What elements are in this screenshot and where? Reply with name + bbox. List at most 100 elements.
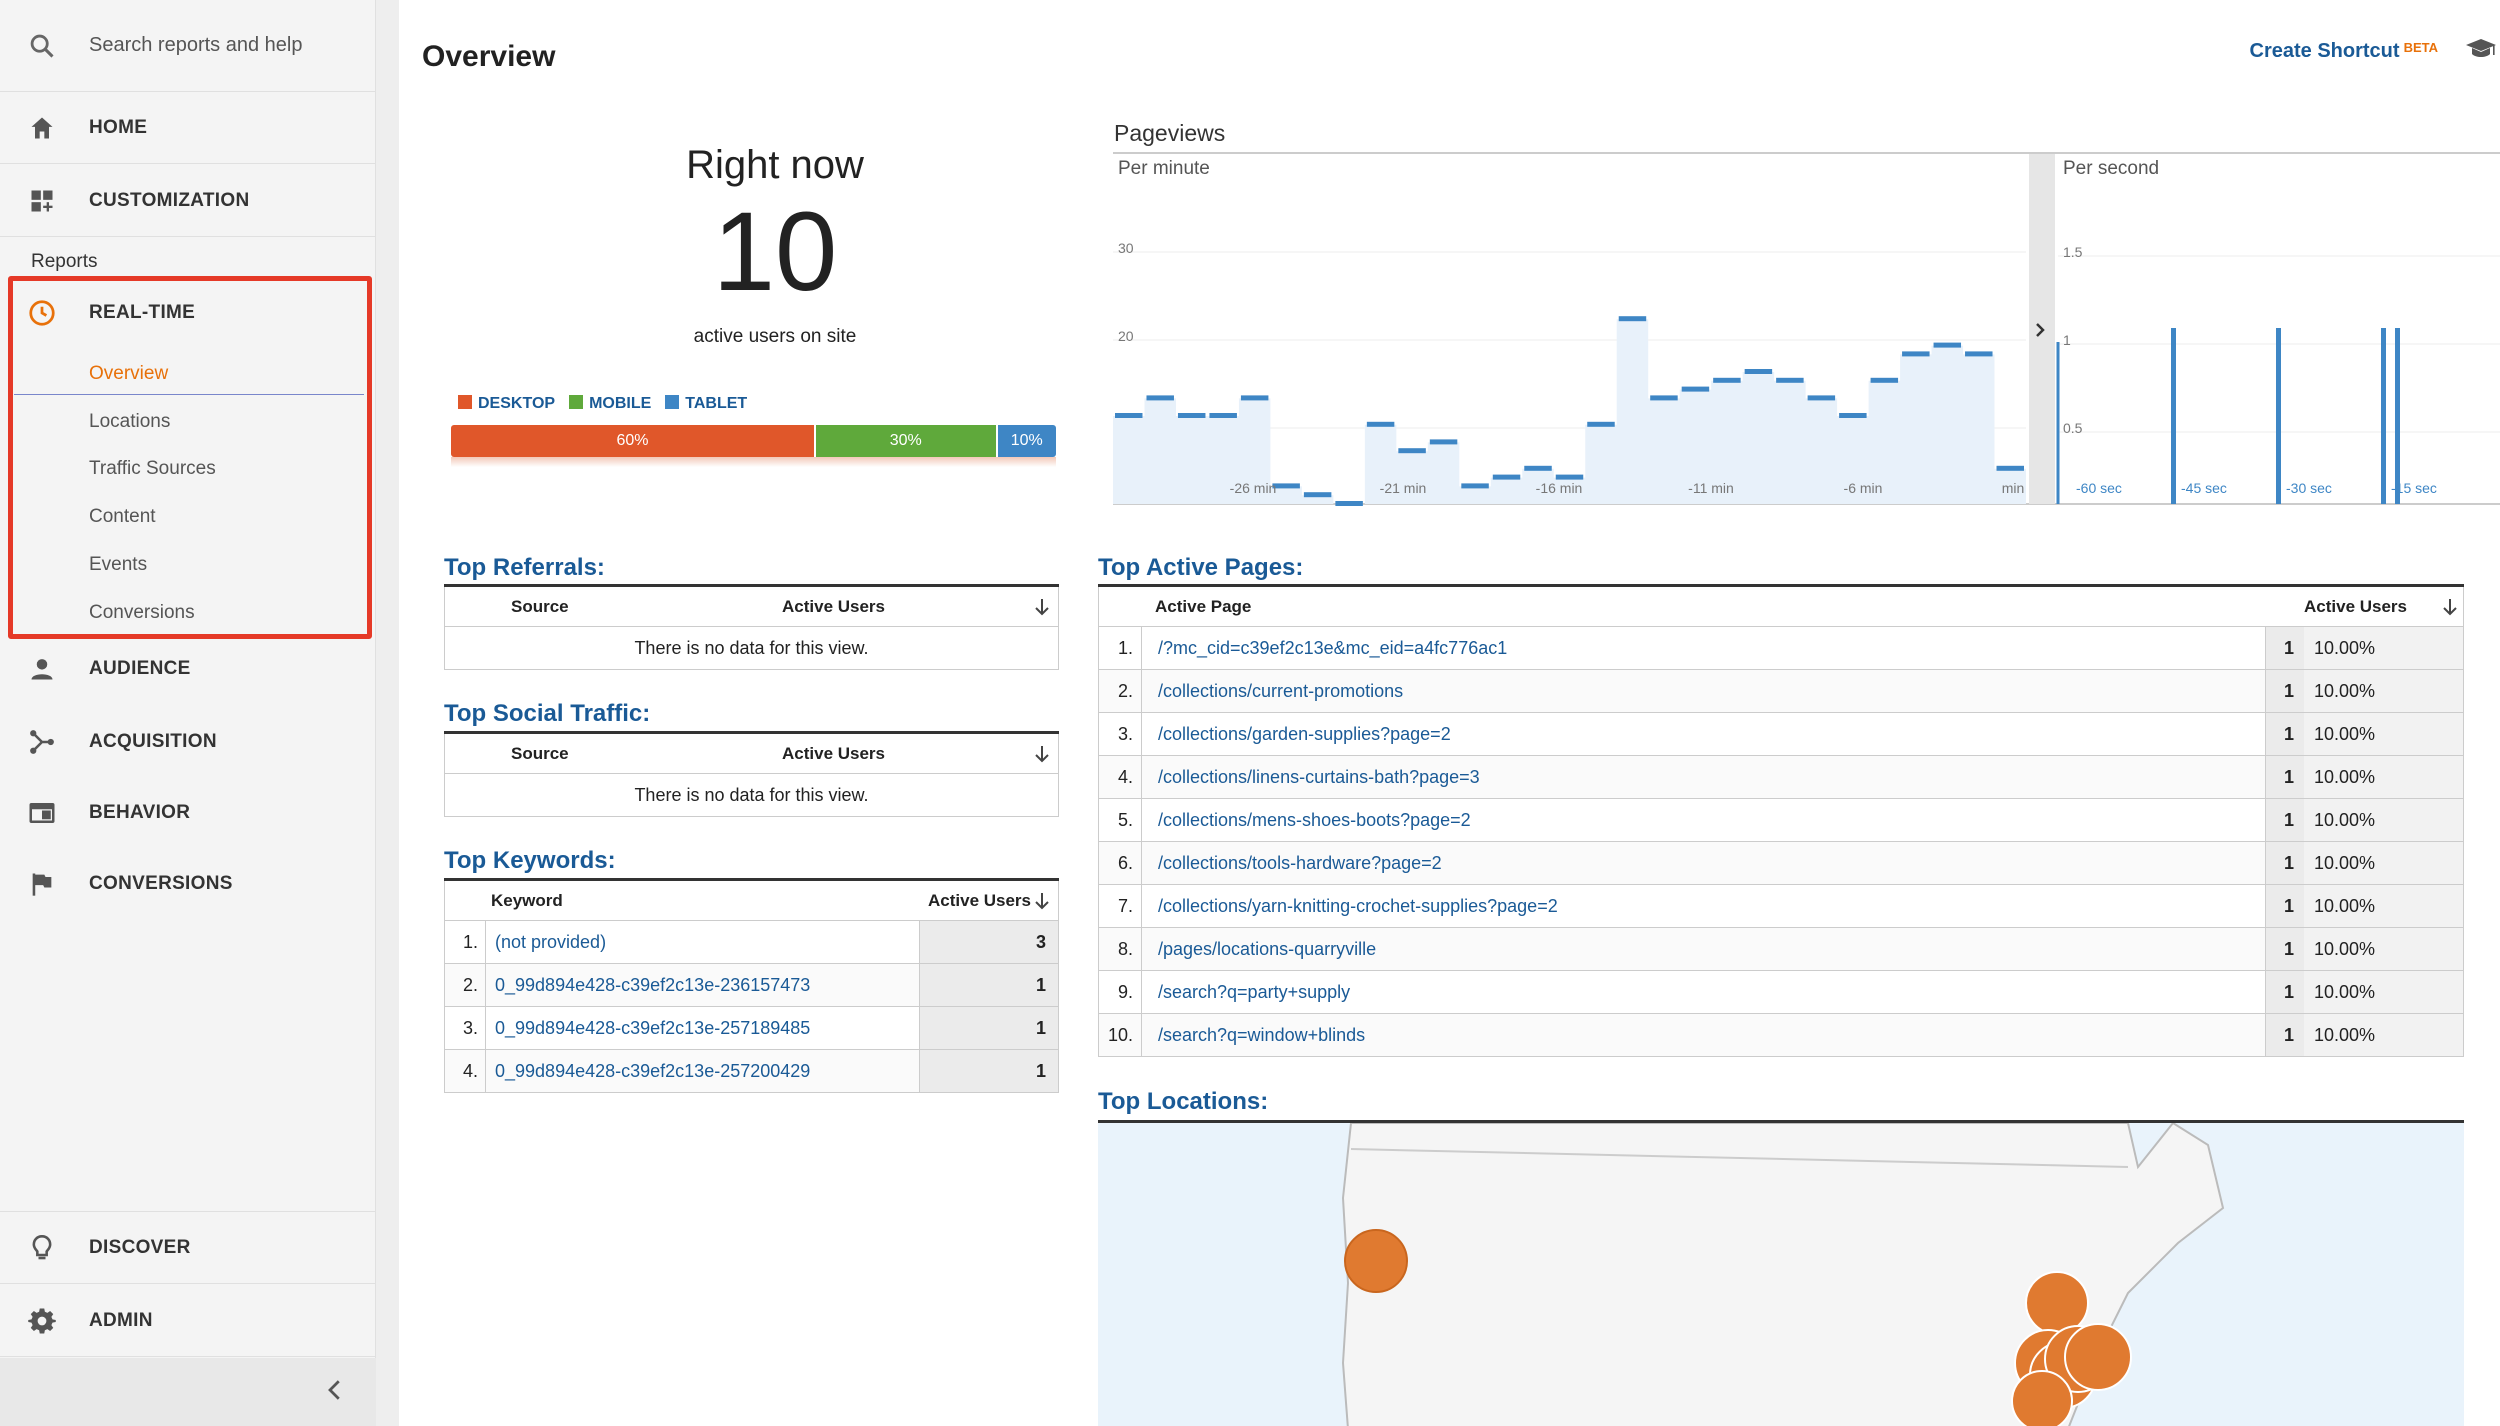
pageviews-bar [1146, 395, 1174, 401]
pageviews-bar [1492, 474, 1521, 480]
page-link[interactable]: /collections/mens-shoes-boots?page=2 [1158, 810, 1471, 830]
nav-audience[interactable]: AUDIENCE [0, 633, 376, 705]
keyword-link[interactable]: 0_99d894e428-c39ef2c13e-257200429 [495, 1061, 811, 1081]
nav-home[interactable]: HOME [0, 92, 376, 164]
page-link[interactable]: /collections/tools-hardware?page=2 [1158, 853, 1442, 873]
table-row: 6. /collections/tools-hardware?page=2 1 10.… [1098, 842, 2464, 885]
x-tick-label: -60 sec [2076, 480, 2122, 496]
table-row: 4. /collections/linens-curtains-bath?page… [1098, 756, 2464, 799]
keyword-link[interactable]: 0_99d894e428-c39ef2c13e-236157473 [495, 975, 811, 995]
chevron-right-icon[interactable] [2036, 323, 2045, 337]
device-segment: 60% [451, 425, 814, 457]
table-row: 1. /?mc_cid=c39ef2c13e&mc_eid=a4fc776ac1 1… [1098, 627, 2464, 670]
empty-message: There is no data for this view. [444, 627, 1059, 670]
top-referrals-table: Source Active Users There is no data for… [444, 584, 1059, 670]
page-link[interactable]: /collections/yarn-knitting-crochet-suppl… [1158, 896, 1558, 916]
nav-conversions[interactable]: CONVERSIONS [0, 848, 376, 920]
active-users-value: 1 [919, 964, 1058, 1006]
location-marker [2011, 1370, 2073, 1426]
table-header: Active Page Active Users [1098, 587, 2464, 627]
empty-message: There is no data for this view. [444, 774, 1059, 817]
pageviews-bar [1587, 421, 1615, 427]
page-link[interactable]: /collections/garden-supplies?page=2 [1158, 724, 1451, 744]
page-link[interactable]: /pages/locations-quarryville [1158, 939, 1377, 959]
nav-realtime[interactable]: REAL-TIME [0, 278, 376, 348]
pageviews-bar [1650, 395, 1678, 401]
realtime-conversions[interactable]: Conversions [89, 602, 195, 623]
keyword-link[interactable]: (not provided) [495, 932, 607, 952]
search-input[interactable]: Search reports and help [89, 34, 303, 56]
nav-discover[interactable]: DISCOVER [0, 1212, 376, 1284]
pageviews-bar [1933, 342, 1962, 348]
device-segment: 10% [995, 425, 1056, 457]
active-users-value: 1 [2265, 928, 2304, 970]
page-link[interactable]: /collections/current-promotions [1158, 681, 1404, 701]
legend-tablet: TABLET [665, 395, 747, 413]
clock-icon [26, 297, 58, 329]
nav-acquisition[interactable]: ACQUISITION [0, 706, 376, 778]
collapse-sidebar-button[interactable] [320, 1375, 350, 1405]
top-keywords-table: Keyword Active Users 1. (not provided) 3 2.… [444, 878, 1059, 1093]
sort-down-icon[interactable] [1034, 891, 1050, 911]
pageviews-bar [1744, 369, 1773, 374]
nav-admin[interactable]: ADMIN [0, 1285, 376, 1357]
table-header: Source Active Users [444, 734, 1059, 774]
legend-mobile: MOBILE [569, 395, 651, 413]
realtime-overview[interactable]: Overview [89, 363, 169, 384]
y-tick-label: 0.5 [2063, 420, 2083, 436]
col-active-users[interactable]: Active Users [2304, 597, 2408, 616]
acquisition-icon [26, 726, 58, 758]
col-keyword[interactable]: Keyword [491, 891, 563, 910]
row-number: 3. [462, 1018, 478, 1038]
col-active-users[interactable]: Active Users [782, 597, 886, 616]
page-link[interactable]: /search?q=party+supply [1158, 982, 1351, 1002]
pageviews-bar [1555, 474, 1584, 480]
sidebar-footer [0, 1358, 376, 1426]
keyword-link[interactable]: 0_99d894e428-c39ef2c13e-257189485 [495, 1018, 811, 1038]
row-number: 8. [1117, 939, 1133, 959]
realtime-content[interactable]: Content [89, 506, 156, 527]
top-pages-title: Top Active Pages: [1098, 554, 1304, 581]
per-second-spike [2171, 328, 2176, 504]
per-second-spike [2276, 328, 2281, 504]
sort-down-icon[interactable] [1034, 744, 1050, 764]
active-users-percent: 10.00% [2314, 681, 2376, 701]
page-link[interactable]: /search?q=window+blinds [1158, 1025, 1366, 1045]
top-social-table: Source Active Users There is no data for… [444, 731, 1059, 817]
col-active-page[interactable]: Active Page [1155, 597, 1252, 616]
realtime-traffic-sources[interactable]: Traffic Sources [89, 458, 216, 479]
nav-customization[interactable]: CUSTOMIZATION [0, 165, 376, 237]
nav-behavior[interactable]: BEHAVIOR [0, 777, 376, 849]
pageviews-bar [1461, 483, 1489, 489]
sort-down-icon[interactable] [1034, 597, 1050, 617]
nav-admin-label: ADMIN [89, 1309, 153, 1331]
pageviews-bar [1398, 448, 1426, 454]
active-users-value: 1 [2265, 842, 2304, 884]
search-box[interactable]: Search reports and help [0, 0, 376, 92]
active-users-value: 1 [2265, 670, 2304, 712]
active-users-value: 1 [2265, 971, 2304, 1013]
table-row: 2. 0_99d894e428-c39ef2c13e-236157473 1 [444, 964, 1059, 1007]
realtime-events[interactable]: Events [89, 554, 148, 575]
col-active-users[interactable]: Active Users [782, 744, 886, 763]
page-link[interactable]: /collections/linens-curtains-bath?page=3 [1158, 767, 1480, 787]
locations-map[interactable] [1098, 1120, 2464, 1426]
create-shortcut-link[interactable]: Create Shortcut BETA [2250, 40, 2438, 63]
page-link[interactable]: /?mc_cid=c39ef2c13e&mc_eid=a4fc776ac1 [1158, 638, 1508, 658]
nav-acquisition-label: ACQUISITION [89, 731, 217, 752]
home-icon [26, 112, 58, 144]
device-share-bar: 60% 30% 10% [451, 425, 1056, 457]
nav-realtime-label: REAL-TIME [89, 302, 196, 323]
col-source[interactable]: Source [511, 597, 569, 616]
col-source[interactable]: Source [511, 744, 569, 763]
map-landmass [1341, 1123, 2225, 1426]
pageviews-bar [1429, 439, 1458, 445]
graduation-cap-icon[interactable] [2464, 36, 2498, 62]
realtime-locations[interactable]: Locations [89, 411, 171, 432]
col-active-users[interactable]: Active Users [928, 891, 1032, 910]
sort-down-icon[interactable] [2442, 597, 2458, 617]
x-tick-label: -16 min [1536, 480, 1583, 496]
x-tick-label: -21 min [1380, 480, 1427, 496]
active-users-percent: 10.00% [2314, 1025, 2376, 1045]
row-number: 5. [1117, 810, 1133, 830]
